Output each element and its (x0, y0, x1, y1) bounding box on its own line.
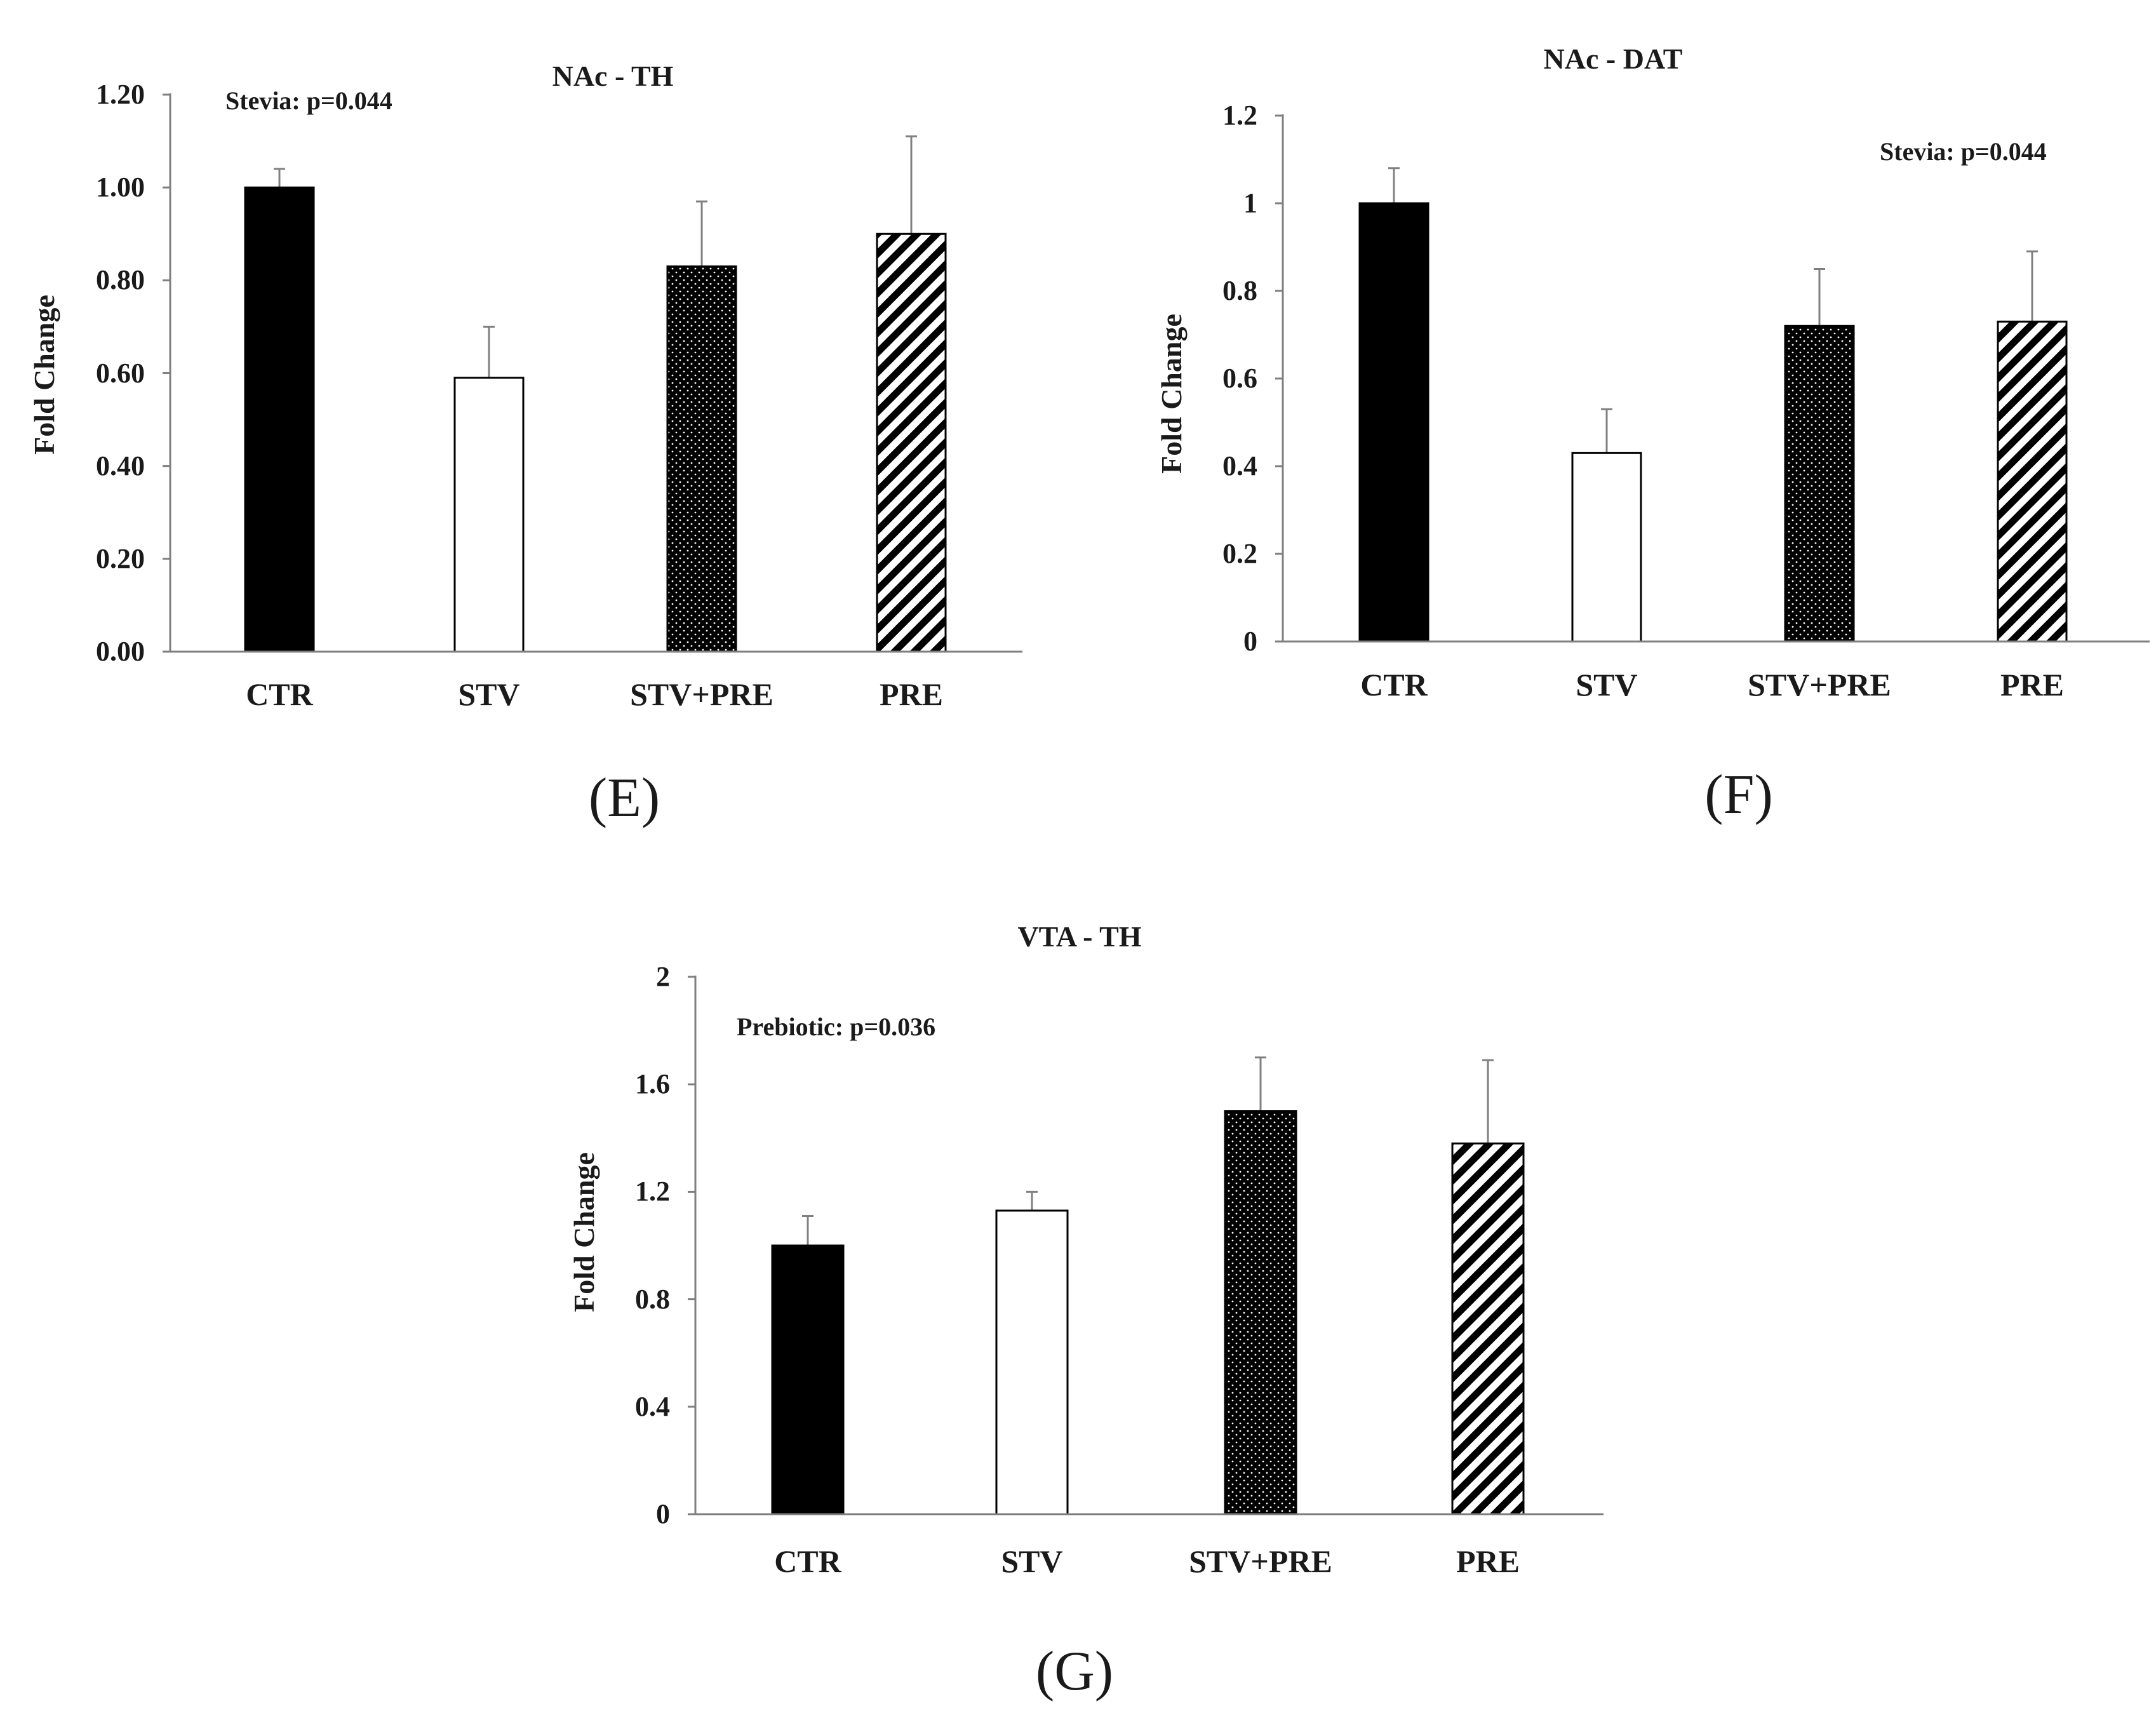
chart-panel-e: NAc - TH Stevia: p=0.044 Fold Change 0.0… (28, 60, 1022, 829)
y-tick-label: 0.8 (1222, 275, 1257, 306)
y-tick-label: 0.60 (96, 358, 145, 389)
y-tick-label: 0.4 (635, 1391, 670, 1422)
bar-pre (876, 232, 947, 653)
x-category-label: STV+PRE (1189, 1543, 1332, 1579)
axes-g (688, 976, 1604, 1515)
y-tick-label: 1.2 (635, 1176, 670, 1207)
x-category-label: PRE (2000, 667, 2064, 702)
y-tick-label: 1.2 (1222, 100, 1257, 131)
y-tick-label: 1.6 (635, 1068, 670, 1099)
chart-title-g: VTA - TH (1017, 920, 1141, 953)
x-category-label: CTR (246, 676, 313, 712)
annotation-f: Stevia: p=0.044 (1880, 137, 2047, 166)
annotation-g: Prebiotic: p=0.036 (737, 1012, 935, 1041)
bar-pre (1451, 1142, 1525, 1515)
y-tick-label: 0.4 (1222, 450, 1257, 481)
bar-stv (995, 1209, 1069, 1515)
y-axis-label-g: Fold Change (568, 1152, 600, 1312)
panel-label-e: (E) (589, 767, 660, 829)
y-tick-label: 0.20 (96, 543, 145, 574)
y-tick-label: 1 (1243, 187, 1257, 218)
y-tick-label: 0 (656, 1498, 670, 1529)
y-tick-label: 1.00 (96, 171, 145, 203)
chart-title-f: NAc - DAT (1544, 43, 1683, 75)
y-ticks-f: 0 0.2 0.4 0.6 0.8 1 1.2 (1222, 100, 1257, 657)
x-category-label: CTR (774, 1543, 841, 1579)
panel-label-g: (G) (1036, 1641, 1113, 1702)
x-category-label: STV (1576, 667, 1637, 702)
annotation-e: Stevia: p=0.044 (225, 86, 392, 115)
y-axis-label-e: Fold Change (28, 295, 60, 455)
y-tick-label: 0.40 (96, 450, 145, 481)
x-category-label: STV (1001, 1543, 1062, 1579)
chart-panel-g: VTA - TH Prebiotic: p=0.036 Fold Change … (568, 920, 1604, 1702)
bar-stv-pre (1784, 325, 1855, 643)
chart-title-e: NAc - TH (552, 60, 674, 92)
bar-ctr (1358, 202, 1430, 643)
y-ticks-g: 0 0.4 0.8 1.2 1.6 2 (635, 961, 670, 1529)
x-category-label: CTR (1360, 667, 1428, 702)
axes-e (163, 93, 1022, 653)
y-axis-label-f: Fold Change (1155, 314, 1188, 474)
y-tick-label: 0.00 (96, 636, 145, 667)
y-tick-label: 1.20 (96, 79, 145, 110)
x-category-label: STV+PRE (630, 676, 773, 712)
bar-pre (1997, 320, 2068, 643)
bar-ctr (771, 1244, 845, 1515)
y-tick-label: 2 (656, 961, 670, 992)
x-category-label: PRE (880, 676, 943, 712)
axes-f (1275, 114, 2150, 643)
bar-stv-pre (666, 265, 737, 653)
bar-ctr (244, 186, 315, 653)
y-tick-label: 0 (1243, 626, 1257, 657)
panel-label-f: (F) (1704, 764, 1773, 826)
bars-e (244, 135, 947, 653)
x-category-label: STV (458, 676, 519, 712)
bars-f (1358, 167, 2068, 643)
chart-panel-f: NAc - DAT Stevia: p=0.044 Fold Change 0 … (1155, 43, 2150, 826)
y-tick-label: 0.2 (1222, 538, 1257, 569)
bars-g (771, 1056, 1525, 1515)
bar-stv (453, 377, 525, 653)
y-tick-label: 0.8 (635, 1284, 670, 1315)
x-category-label: STV+PRE (1748, 667, 1891, 702)
bar-stv-pre (1224, 1110, 1297, 1515)
x-category-label: PRE (1456, 1543, 1520, 1579)
y-tick-label: 0.6 (1222, 363, 1257, 394)
y-tick-label: 0.80 (96, 264, 145, 295)
bar-stv (1571, 452, 1642, 643)
y-ticks-e: 0.00 0.20 0.40 0.60 0.80 1.00 1.20 (96, 79, 145, 667)
